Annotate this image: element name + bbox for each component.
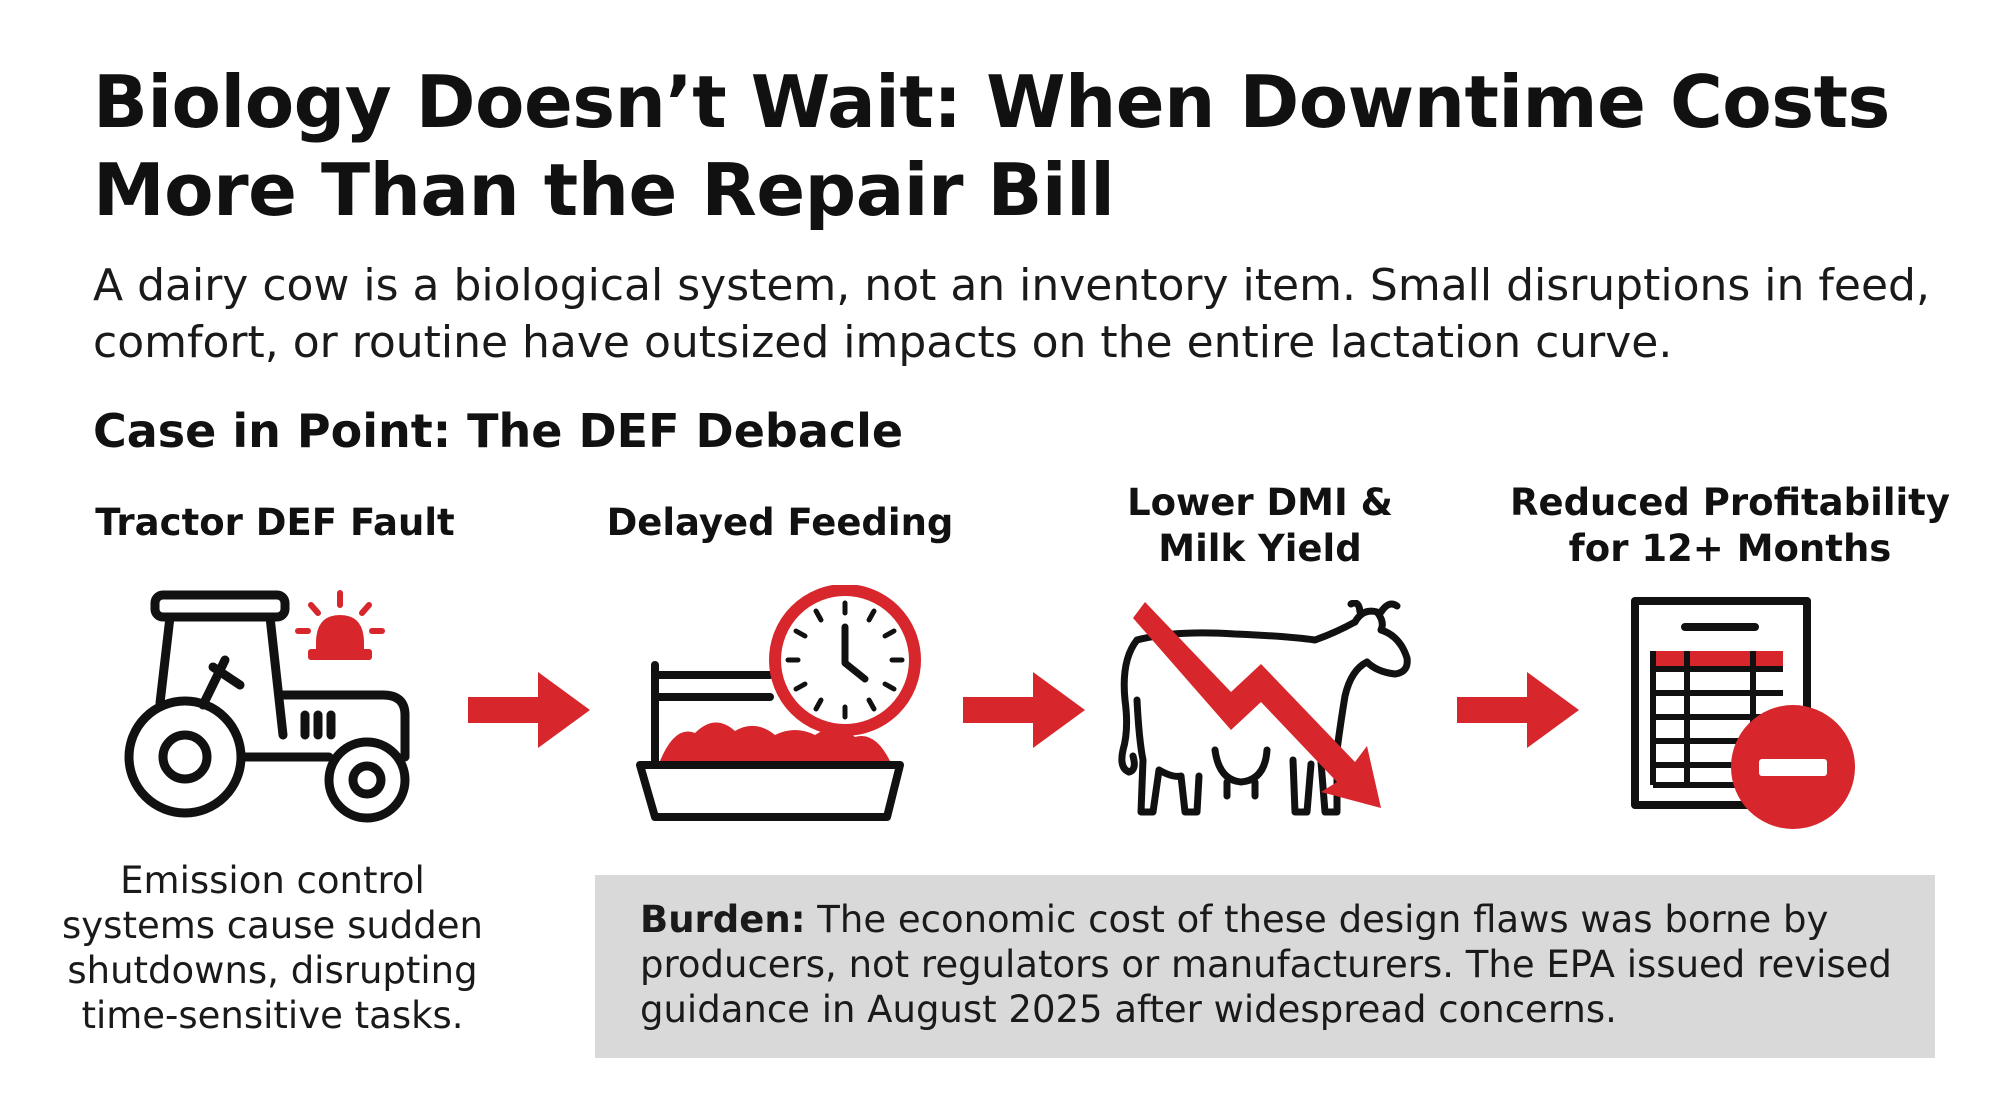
tractor-alert-icon	[124, 590, 410, 823]
flow-arrow-icon	[468, 672, 590, 748]
flow-arrow-icon	[963, 672, 1085, 748]
step-label-lower-dmi: Lower DMI & Milk Yield	[1127, 481, 1393, 570]
flow-arrow-icon	[1457, 672, 1579, 748]
burden-callout: Burden: The economic cost of these desig…	[595, 875, 1935, 1058]
step-label-tractor-def-fault: Tractor DEF Fault	[95, 501, 455, 544]
burden-label: Burden:	[640, 898, 806, 941]
ledger-minus-icon	[1631, 597, 1855, 829]
feed-bunk-clock-icon	[636, 585, 921, 821]
burden-text: Burden: The economic cost of these desig…	[640, 897, 1910, 1032]
step-label-delayed-feeding: Delayed Feeding	[606, 501, 954, 544]
section-title: Case in Point: The DEF Debacle	[93, 404, 904, 458]
cow-decline-icon	[1118, 600, 1411, 816]
burden-body: The economic cost of these design flaws …	[640, 898, 1892, 1031]
page-subtitle: A dairy cow is a biological system, not …	[93, 260, 1930, 368]
step-caption: Emission control systems cause sudden sh…	[62, 859, 483, 1037]
step-label-reduced-profitability: Reduced Profitability for 12+ Months	[1509, 481, 1950, 570]
page-title: Biology Doesn’t Wait: When Downtime Cost…	[93, 60, 1890, 232]
